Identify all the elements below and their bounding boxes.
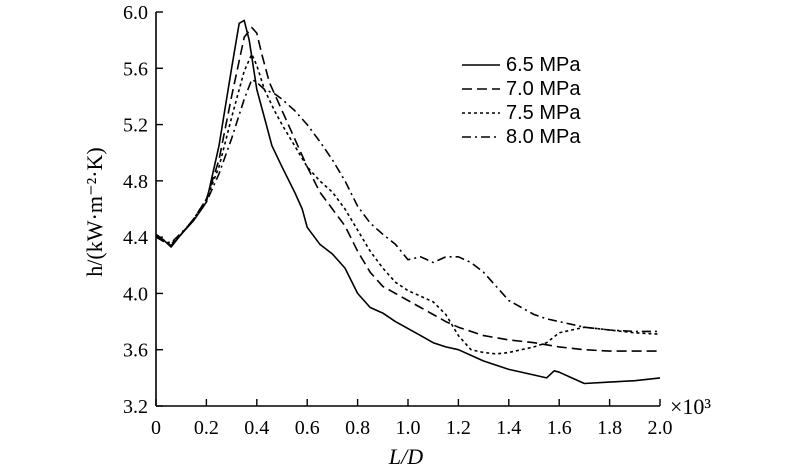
legend-label: 8.0 MPa <box>506 126 581 148</box>
y-tick-label: 3.6 <box>123 340 148 362</box>
y-tick-label: 4.0 <box>123 283 148 305</box>
y-tick-label: 4.4 <box>123 227 148 249</box>
legend-label: 7.0 MPa <box>506 78 581 100</box>
y-axis-label: h/(kW·m⁻²·K) <box>82 147 107 276</box>
x-tick-label: 1.8 <box>597 417 622 439</box>
x-tick-label: 1.6 <box>547 417 572 439</box>
x-tick-label: 2.0 <box>648 417 673 439</box>
series-line-7-5-mpa <box>155 53 661 355</box>
x-tick-label: 0.6 <box>295 417 320 439</box>
y-tick-label: 5.6 <box>123 58 148 80</box>
x-axis-label: L/D <box>388 444 423 469</box>
y-tick-label: 3.2 <box>123 396 148 418</box>
x-tick-label: 1.4 <box>496 417 521 439</box>
x-tick-label: 1.0 <box>396 417 421 439</box>
y-tick-label: 4.8 <box>123 171 148 193</box>
x-tick-label: 0.4 <box>244 417 269 439</box>
legend-label: 6.5 MPa <box>506 54 581 76</box>
series-line-8-0-mpa <box>155 78 660 333</box>
x-tick-label: 1.2 <box>446 417 471 439</box>
x-tick-label: 0 <box>151 417 161 439</box>
series-line-6-5-mpa <box>155 19 661 385</box>
x-axis-multiplier: ×10³ <box>670 394 711 419</box>
series-line-7-0-mpa <box>155 26 660 352</box>
y-tick-label: 6.0 <box>123 2 148 24</box>
plot-area: 0 0.2 0.4 0.6 0.8 1.0 1.2 1.4 1.6 1.8 2.0 3.2 3.6 4.0… <box>123 2 673 439</box>
x-tick-label: 0.2 <box>194 417 219 439</box>
y-tick-label: 5.2 <box>123 115 148 137</box>
legend-label: 7.5 MPa <box>506 102 581 124</box>
x-tick-label: 0.8 <box>345 417 370 439</box>
